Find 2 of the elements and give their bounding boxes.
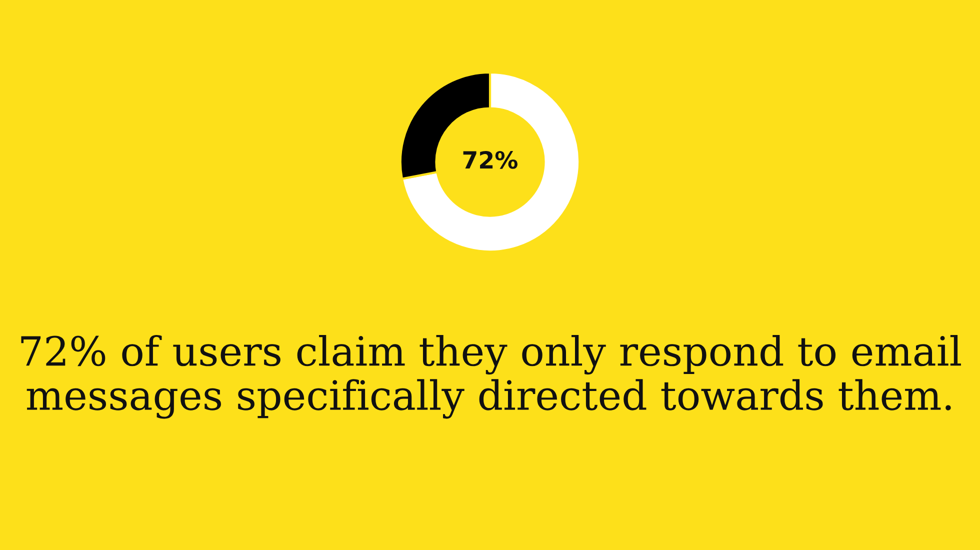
- text: 72% of users claim they only respond to email messages specifically directed towards them.: [21, 335, 961, 419]
- text: 72%: [463, 150, 518, 169]
